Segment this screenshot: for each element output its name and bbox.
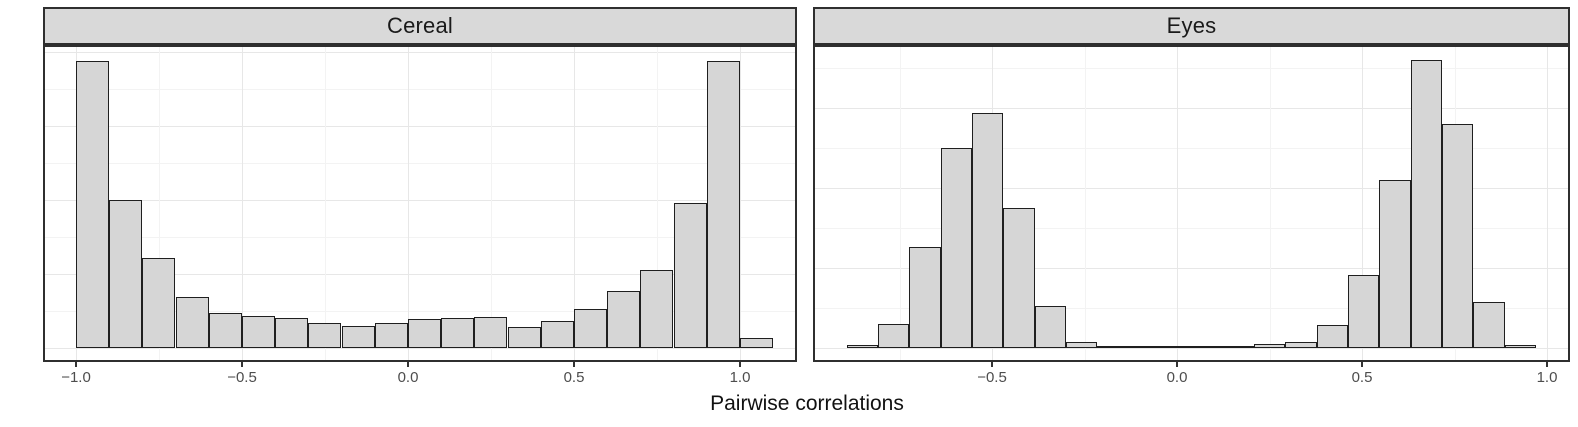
gridline-vertical-minor bbox=[491, 47, 492, 360]
gridline-horizontal-minor bbox=[45, 311, 795, 312]
x-axis-tick bbox=[991, 362, 993, 367]
histogram-bar bbox=[540, 321, 574, 348]
x-tick-label: −1.0 bbox=[61, 369, 91, 386]
histogram-bar bbox=[1222, 346, 1254, 348]
gridline-horizontal-major bbox=[45, 274, 795, 275]
gridline-horizontal-minor bbox=[815, 308, 1568, 309]
gridline-vertical-major bbox=[1547, 47, 1548, 360]
histogram-bar bbox=[1097, 346, 1129, 348]
gridline-vertical-major bbox=[242, 47, 243, 360]
gridline-horizontal-major bbox=[815, 188, 1568, 189]
histogram-bar bbox=[275, 318, 309, 348]
x-tick-label: 1.0 bbox=[1536, 369, 1558, 386]
histogram-bar bbox=[142, 258, 176, 348]
x-axis-tick bbox=[1546, 362, 1548, 367]
histogram-bar bbox=[673, 203, 707, 348]
histogram-bar bbox=[1316, 325, 1348, 348]
gridline-vertical-minor bbox=[159, 47, 160, 360]
x-tick-label: 0.0 bbox=[397, 369, 419, 386]
histogram-bar bbox=[407, 319, 442, 348]
gridline-horizontal-major bbox=[815, 348, 1568, 349]
x-tick-label: 1.0 bbox=[729, 369, 751, 386]
histogram-bar bbox=[1160, 346, 1192, 348]
gridline-vertical-minor bbox=[325, 47, 326, 360]
histogram-bar bbox=[706, 61, 740, 348]
x-tick-label: −0.5 bbox=[227, 369, 257, 386]
gridline-horizontal-minor bbox=[815, 148, 1568, 149]
gridline-horizontal-minor bbox=[45, 163, 795, 164]
histogram-bar bbox=[640, 270, 674, 348]
gridline-vertical-minor bbox=[900, 47, 901, 360]
histogram-bar bbox=[1379, 180, 1411, 348]
histogram-bar bbox=[1066, 342, 1098, 348]
histogram-bar bbox=[109, 200, 143, 348]
histogram-bar bbox=[1504, 345, 1537, 348]
histogram-bar bbox=[1034, 306, 1066, 348]
x-axis-tick bbox=[1176, 362, 1178, 367]
histogram-bar bbox=[909, 247, 941, 348]
gridline-horizontal-major bbox=[45, 200, 795, 201]
gridline-horizontal-minor bbox=[45, 89, 795, 90]
gridline-horizontal-major bbox=[815, 108, 1568, 109]
gridline-vertical-major bbox=[1177, 47, 1178, 360]
histogram-bar bbox=[878, 324, 910, 348]
histogram-bar bbox=[341, 326, 375, 348]
x-axis-tick bbox=[739, 362, 741, 367]
gridline-horizontal-minor bbox=[815, 228, 1568, 229]
facet-strip-eyes: Eyes bbox=[813, 7, 1570, 45]
histogram-bar bbox=[1473, 302, 1505, 348]
gridline-horizontal-major bbox=[45, 126, 795, 127]
histogram-bar bbox=[1348, 275, 1380, 348]
gridline-vertical-minor bbox=[657, 47, 658, 360]
gridline-vertical-major bbox=[574, 47, 575, 360]
histogram-bar bbox=[940, 148, 972, 348]
gridline-horizontal-major bbox=[45, 52, 795, 53]
histogram-bar bbox=[175, 297, 209, 348]
gridline-horizontal-major bbox=[45, 348, 795, 349]
gridline-vertical-major bbox=[408, 47, 409, 360]
x-axis-tick bbox=[573, 362, 575, 367]
histogram-bar bbox=[1410, 60, 1443, 348]
x-tick-label: 0.5 bbox=[1351, 369, 1373, 386]
histogram-bar bbox=[739, 338, 774, 348]
x-axis-tick bbox=[241, 362, 243, 367]
histogram-bar bbox=[474, 317, 508, 348]
histogram-bar bbox=[1003, 208, 1035, 348]
histogram-bar bbox=[607, 291, 641, 348]
histogram-bar bbox=[507, 327, 541, 348]
x-axis-tick bbox=[1361, 362, 1363, 367]
histogram-bar bbox=[1285, 342, 1317, 348]
gridline-vertical-major bbox=[740, 47, 741, 360]
x-tick-label: −0.5 bbox=[977, 369, 1007, 386]
histogram-bar bbox=[241, 316, 276, 348]
gridline-vertical-major bbox=[1362, 47, 1363, 360]
histogram-bar bbox=[208, 313, 242, 348]
histogram-bar bbox=[1442, 124, 1474, 348]
histogram-bar bbox=[308, 323, 342, 348]
gridline-horizontal-major bbox=[815, 268, 1568, 269]
gridline-vertical-minor bbox=[1085, 47, 1086, 360]
gridline-vertical-minor bbox=[1270, 47, 1271, 360]
histogram-bar bbox=[1254, 344, 1286, 348]
x-axis-tick bbox=[407, 362, 409, 367]
histogram-bar bbox=[972, 113, 1004, 348]
histogram-bar bbox=[573, 309, 608, 348]
x-tick-label: 0.5 bbox=[563, 369, 585, 386]
x-axis-tick bbox=[75, 362, 77, 367]
facet-title-cereal: Cereal bbox=[386, 13, 453, 38]
gridline-horizontal-minor bbox=[45, 237, 795, 238]
histogram-bar bbox=[441, 318, 475, 348]
x-tick-label: 0.0 bbox=[1166, 369, 1188, 386]
x-axis-title: Pairwise correlations bbox=[710, 392, 904, 415]
facet-title-eyes: Eyes bbox=[1166, 13, 1217, 38]
histogram-bar bbox=[1191, 346, 1223, 348]
histogram-bar bbox=[846, 345, 878, 348]
facet-strip-cereal: Cereal bbox=[43, 7, 797, 45]
gridline-horizontal-minor bbox=[815, 68, 1568, 69]
histogram-bar bbox=[1128, 346, 1160, 348]
histogram-bar bbox=[75, 61, 110, 348]
histogram-bar bbox=[374, 323, 408, 348]
